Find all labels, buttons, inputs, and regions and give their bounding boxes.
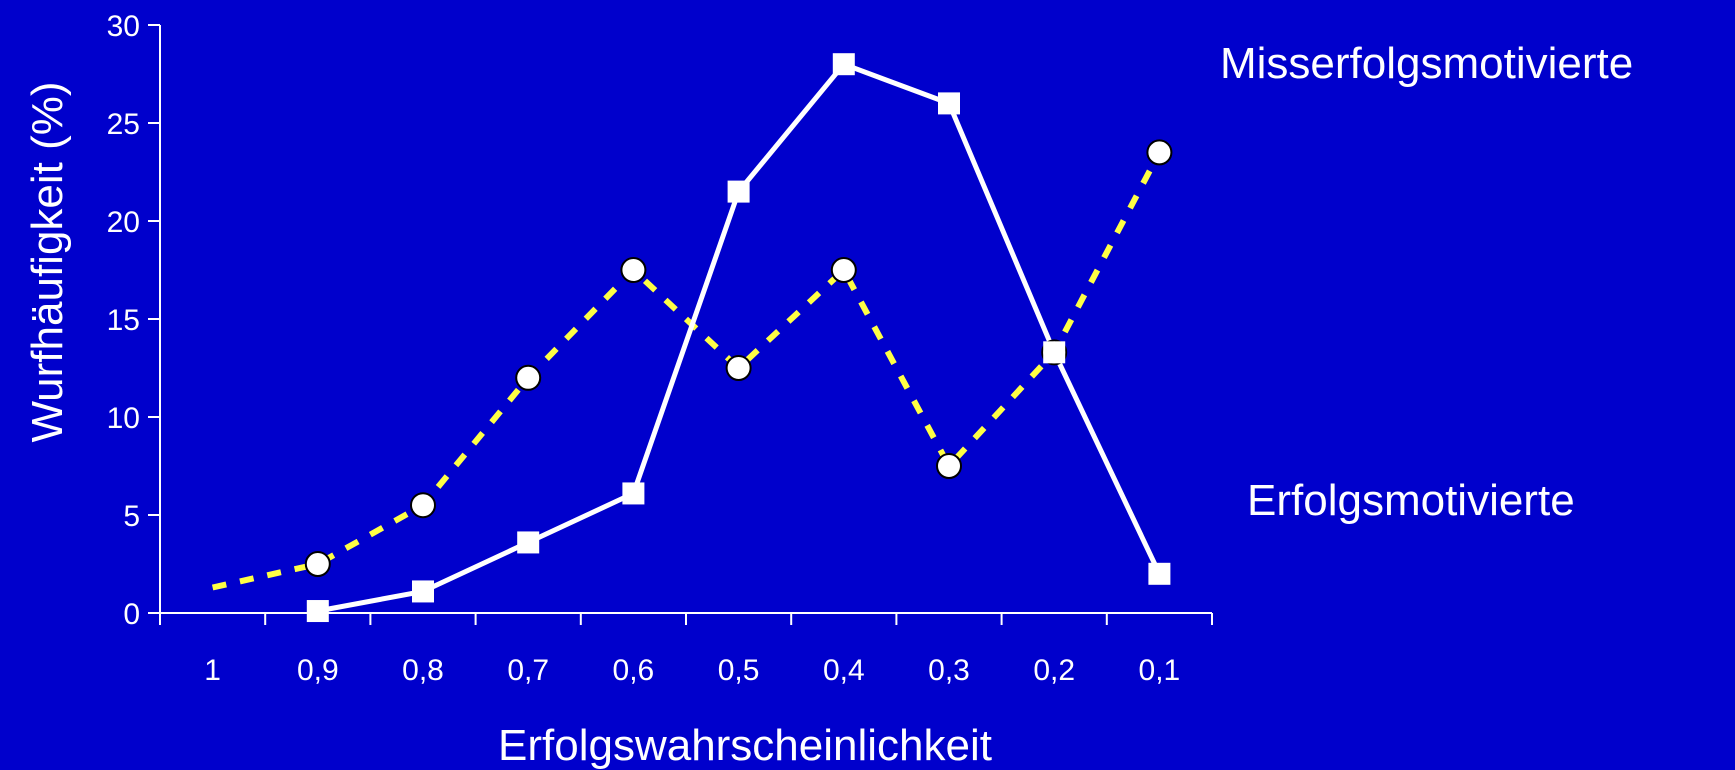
x-axis-title: Erfolgswahrscheinlichkeit [498, 721, 992, 770]
series-lines [211, 61, 1163, 614]
y-tick-label: 5 [123, 500, 140, 533]
x-tick-label: 0,9 [297, 654, 339, 687]
data-point-square [938, 92, 960, 115]
data-point-circle [725, 355, 752, 381]
data-point-square [622, 482, 645, 505]
x-tick-label: 0,2 [1033, 654, 1075, 687]
y-tick-label: 20 [107, 206, 140, 239]
series-markers [304, 53, 1173, 623]
data-point-square [517, 531, 540, 554]
x-tick-label: 0,4 [823, 654, 865, 687]
data-point-square [727, 180, 750, 203]
data-point-square [1043, 341, 1066, 364]
x-tick-label: 1 [204, 654, 221, 687]
data-point-circle [410, 492, 436, 519]
x-tick-label: 0,8 [402, 654, 444, 687]
data-point-circle [620, 257, 647, 283]
labels: Erfolgswahrscheinlichkeit Wurfhäufigkeit… [23, 39, 1633, 770]
data-point-circle [830, 257, 857, 283]
x-tick-label: 0,3 [928, 654, 970, 687]
x-tick-label: 0,5 [718, 654, 760, 687]
x-tick-label: 0,6 [613, 654, 655, 687]
data-point-circle [936, 453, 962, 479]
series-label-misserfolgsmotivierte: Misserfolgsmotivierte [1220, 39, 1633, 88]
x-tick-label: 0,7 [507, 654, 549, 687]
y-tick-label: 25 [107, 108, 140, 141]
data-point-square [1148, 562, 1171, 585]
x-tick-label: 0,1 [1139, 654, 1181, 687]
data-point-circle [515, 364, 542, 391]
y-axis-title: Wurfhäufigkeit (%) [23, 81, 72, 442]
y-tick-label: 30 [107, 10, 140, 43]
y-tick-label: 10 [107, 402, 140, 435]
data-point-circle [304, 551, 331, 577]
y-tick-label: 0 [123, 598, 140, 631]
data-point-square [412, 580, 434, 603]
series-line-erfolgsmotivierte [211, 151, 1163, 591]
data-point-square [306, 600, 329, 623]
series-label-erfolgsmotivierte: Erfolgsmotivierte [1247, 476, 1575, 525]
axes: 0 5 10 15 20 25 30 1 0,9 0,8 0,7 0,6 0,5 0,4 0,3 0,2 0,1 [107, 10, 1213, 687]
series-line-misserfolgsmotivierte [317, 61, 1162, 614]
data-point-square [832, 53, 855, 76]
y-tick-label: 15 [107, 304, 140, 337]
data-point-circle [1146, 139, 1173, 166]
